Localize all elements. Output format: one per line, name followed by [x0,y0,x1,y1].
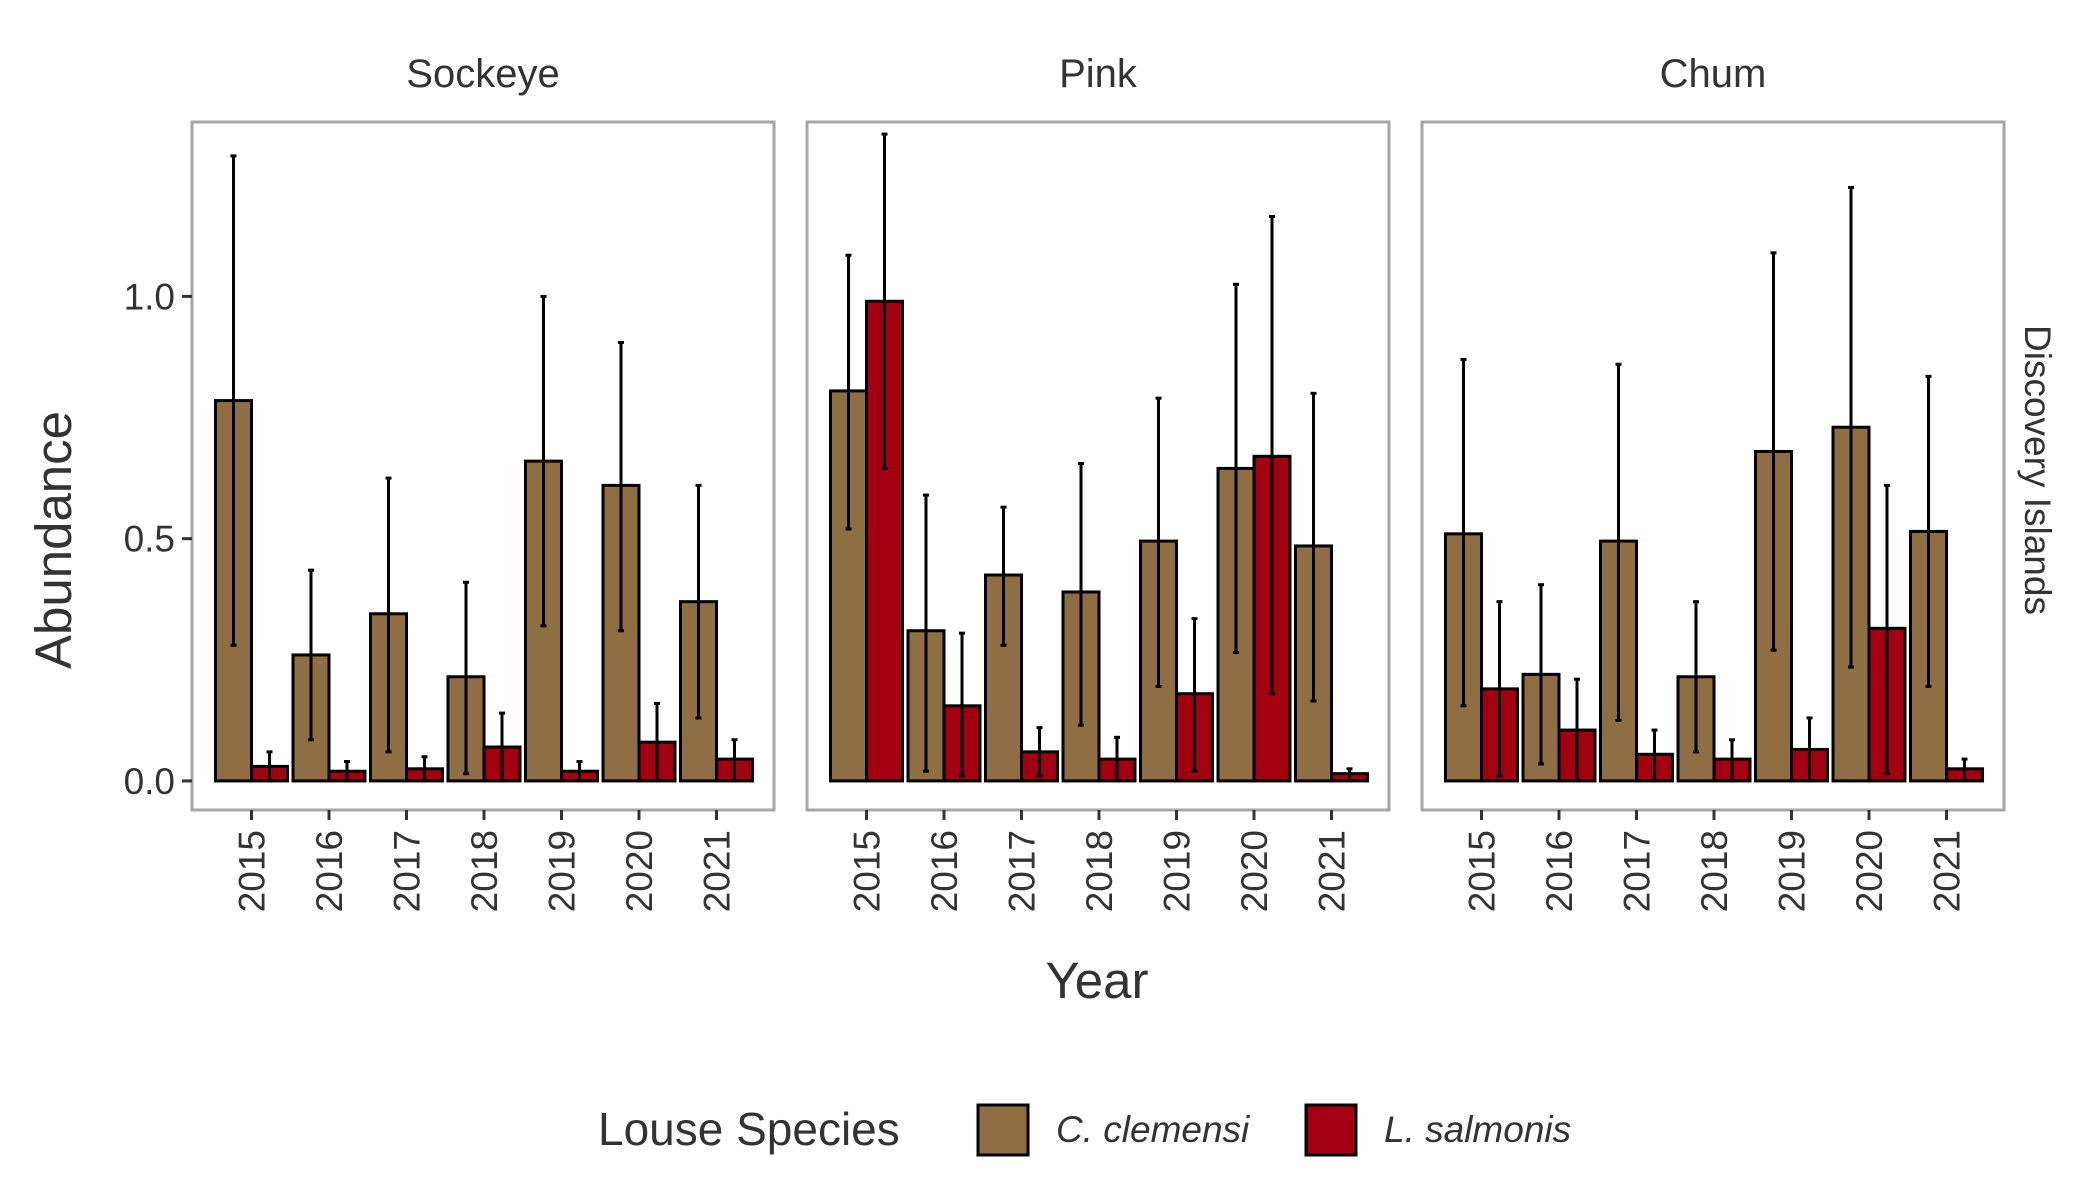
x-tick-label: 2015 [232,830,273,912]
error-bar-l-salmonis-2015 [1496,600,1503,778]
panel-sockeye: Sockeye 2015 2016 2017 2018 2019 2020 2021 [190,52,776,912]
x-tick-label: 2018 [464,830,505,912]
error-bar-c-clemensi-2020 [1233,282,1239,655]
error-bar-c-clemensi-2017 [385,476,392,754]
error-bar-c-clemensi-2019 [1770,251,1777,652]
error-bar-l-salmonis-2020 [1884,483,1890,776]
error-bar-l-salmonis-2015 [881,132,888,470]
y-tick-label: 0.5 [124,519,175,560]
error-bar-l-salmonis-2017 [1036,726,1043,778]
panel-title: Sockeye [406,52,559,96]
x-tick-label: 2019 [1772,830,1813,912]
y-axis-label: Abundance [25,411,82,669]
row-strip-label: Discovery Islands [2017,325,2058,615]
x-tick-label: 2015 [1462,830,1503,912]
error-bar-l-salmonis-2021 [1346,767,1353,783]
x-tick-label: 2015 [847,830,888,912]
x-tick-label: 2020 [1849,830,1890,912]
error-bar-l-salmonis-2015 [266,750,273,783]
error-bar-l-salmonis-2018 [1114,735,1120,783]
legend-title: Louse Species [598,1103,900,1155]
x-tick-label: 2016 [1539,830,1580,912]
x-tick-label: 2020 [1234,830,1275,912]
x-tick-label: 2018 [1694,830,1735,912]
error-bar-c-clemensi-2020 [1848,185,1854,669]
panels: Sockeye 2015 2016 2017 2018 2019 2020 2021 Pink 2… [190,52,2006,912]
error-bar-l-salmonis-2019 [1806,716,1813,783]
x-tick-label: 2021 [1312,830,1353,912]
y-axis: 0.0 0.5 1.0 [124,276,192,802]
legend-key-l-salmonis [1304,1103,1358,1157]
error-bar-l-salmonis-2020 [654,701,660,783]
y-tick-label: 0.0 [124,761,175,802]
x-tick-label: 2021 [697,830,738,912]
error-bar-c-clemensi-2021 [695,483,702,720]
error-bar-l-salmonis-2019 [1191,617,1198,773]
error-bar-c-clemensi-2015 [845,253,852,531]
error-bar-c-clemensi-2016 [308,568,314,742]
x-tick-label: 2020 [619,830,660,912]
x-tick-label: 2017 [1617,830,1658,912]
x-tick-label: 2019 [1157,830,1198,912]
legend-key-c-clemensi [976,1103,1030,1157]
x-tick-label: 2021 [1927,830,1968,912]
error-bar-l-salmonis-2021 [1961,757,1968,783]
panel-chum: Chum 2015 2016 2017 2018 2019 2020 2021 [1420,52,2006,912]
error-bar-l-salmonis-2016 [344,760,350,783]
error-bar-c-clemensi-2015 [1460,357,1467,708]
x-tick-label: 2019 [542,830,583,912]
error-bar-c-clemensi-2018 [463,580,469,776]
error-bar-c-clemensi-2016 [1538,583,1544,766]
x-tick-label: 2016 [309,830,350,912]
error-bar-l-salmonis-2018 [1729,738,1735,783]
error-bar-c-clemensi-2017 [1000,505,1007,647]
bar-c-clemensi-2020 [601,483,641,783]
error-bar-l-salmonis-2017 [1651,728,1658,783]
error-bar-l-salmonis-2017 [421,755,428,783]
panel-pink: Pink 2015 2016 2017 2018 2019 2020 2021 [805,52,1391,912]
panel-title: Pink [1059,52,1138,96]
error-bar-l-salmonis-2021 [731,738,738,783]
legend: Louse Species C. clemensi L. salmonis [598,1103,1571,1157]
error-bar-c-clemensi-2021 [1925,374,1932,688]
error-bar-l-salmonis-2018 [499,711,505,783]
error-bar-l-salmonis-2020 [1269,214,1275,696]
panel-title: Chum [1660,52,1767,96]
error-bar-c-clemensi-2020 [618,340,624,633]
error-bar-l-salmonis-2019 [576,760,583,783]
x-tick-label: 2017 [387,830,428,912]
legend-label-l-salmonis: L. salmonis [1384,1109,1571,1150]
error-bar-c-clemensi-2017 [1615,362,1622,722]
bar-l-salmonis-2015 [865,299,904,783]
error-bar-l-salmonis-2016 [1574,677,1580,783]
y-tick-label: 1.0 [124,276,175,317]
error-bar-c-clemensi-2016 [923,493,929,773]
error-bar-c-clemensi-2021 [1310,391,1317,703]
error-bar-c-clemensi-2019 [1155,396,1162,688]
legend-label-c-clemensi: C. clemensi [1056,1109,1251,1150]
error-bar-c-clemensi-2018 [1078,462,1084,727]
error-bar-c-clemensi-2019 [540,294,547,628]
error-bar-c-clemensi-2018 [1693,600,1699,754]
x-tick-label: 2018 [1079,830,1120,912]
error-bar-c-clemensi-2015 [230,154,237,647]
x-tick-label: 2016 [924,830,965,912]
x-axis-label: Year [1045,952,1148,1009]
x-tick-label: 2017 [1002,830,1043,912]
error-bar-l-salmonis-2016 [959,631,965,778]
